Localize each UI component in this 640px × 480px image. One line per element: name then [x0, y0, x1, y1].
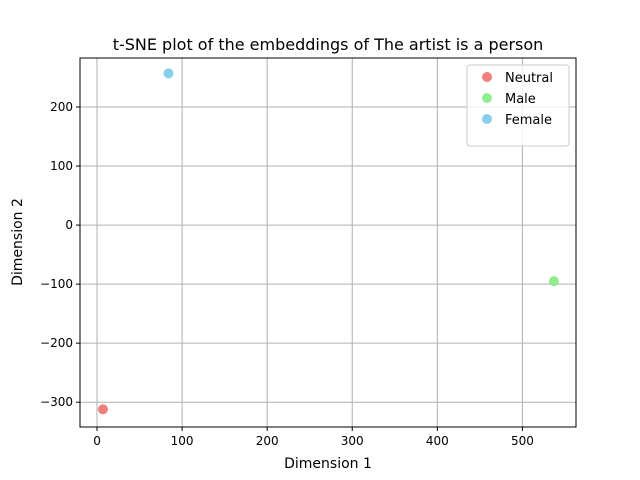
data-points: [97, 68, 559, 415]
x-axis-label: Dimension 1: [284, 456, 372, 472]
x-tick-label: 200: [256, 434, 279, 448]
y-tick-label: 200: [50, 100, 73, 114]
y-axis-ticks: −300 −200 −100 0 100 200: [40, 100, 80, 409]
y-axis-label: Dimension 2: [10, 198, 26, 286]
x-tick-label: 100: [171, 434, 194, 448]
x-tick-label: 500: [511, 434, 534, 448]
point-female: [163, 68, 174, 79]
grid-lines: [80, 58, 576, 427]
point-neutral: [97, 404, 108, 415]
y-tick-label: −200: [40, 336, 73, 350]
legend-marker-male: [482, 93, 492, 103]
legend-label-female: Female: [505, 113, 552, 128]
y-tick-label: 100: [50, 159, 73, 173]
legend-label-male: Male: [505, 92, 536, 107]
legend-box: [466, 64, 570, 147]
x-tick-label: 0: [93, 434, 101, 448]
x-tick-label: 400: [426, 434, 449, 448]
point-male: [548, 276, 559, 287]
legend: Neutral Male Female: [466, 64, 570, 147]
x-axis-ticks: 0 100 200 300 400 500: [93, 427, 534, 448]
legend-marker-neutral: [482, 72, 492, 82]
x-tick-label: 300: [341, 434, 364, 448]
legend-marker-female: [482, 114, 492, 124]
legend-label-neutral: Neutral: [505, 71, 553, 86]
y-tick-label: −100: [40, 277, 73, 291]
y-tick-label: 0: [65, 218, 73, 232]
plot-frame: [79, 57, 577, 428]
y-tick-label: −300: [40, 395, 73, 409]
chart-title: t-SNE plot of the embeddings of The arti…: [113, 35, 544, 54]
